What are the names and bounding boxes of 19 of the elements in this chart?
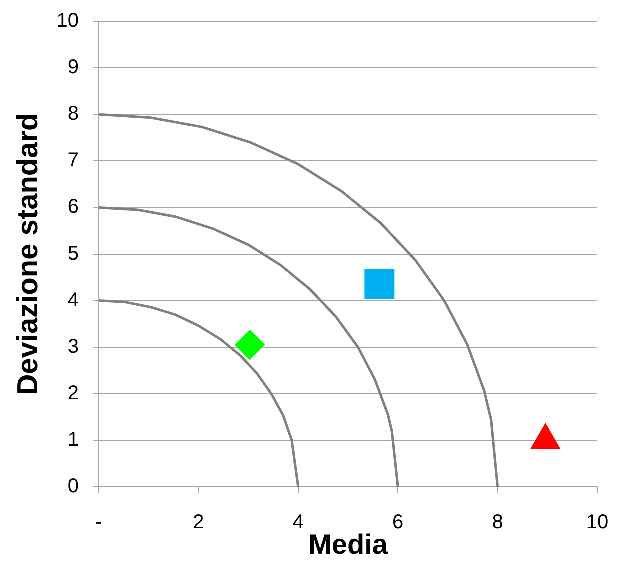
x-tick-label: 4 [292,512,304,534]
x-tick-label: 8 [492,512,504,534]
y-tick-label: 7 [68,150,79,172]
x-tick-label: 6 [392,512,404,534]
y-tick-label: 6 [68,196,79,218]
y-axis-title: Deviazione standard [12,113,44,396]
x-axis-title: Media [308,528,388,560]
x-tick-label: 2 [193,512,204,534]
y-tick-label: 2 [68,382,79,404]
y-tick-label: 1 [68,428,79,451]
y-tick-label: 4 [68,289,79,312]
y-tick-label: 3 [68,336,79,358]
y-tick-label: 8 [68,103,79,126]
y-tick-label: 9 [68,56,79,79]
y-tick-label: 5 [68,242,79,265]
x-tick-label: - [96,512,102,534]
y-tick-label: 0 [68,476,79,498]
y-tick-label: 10 [56,10,79,32]
x-tick-label: 10 [586,512,609,534]
